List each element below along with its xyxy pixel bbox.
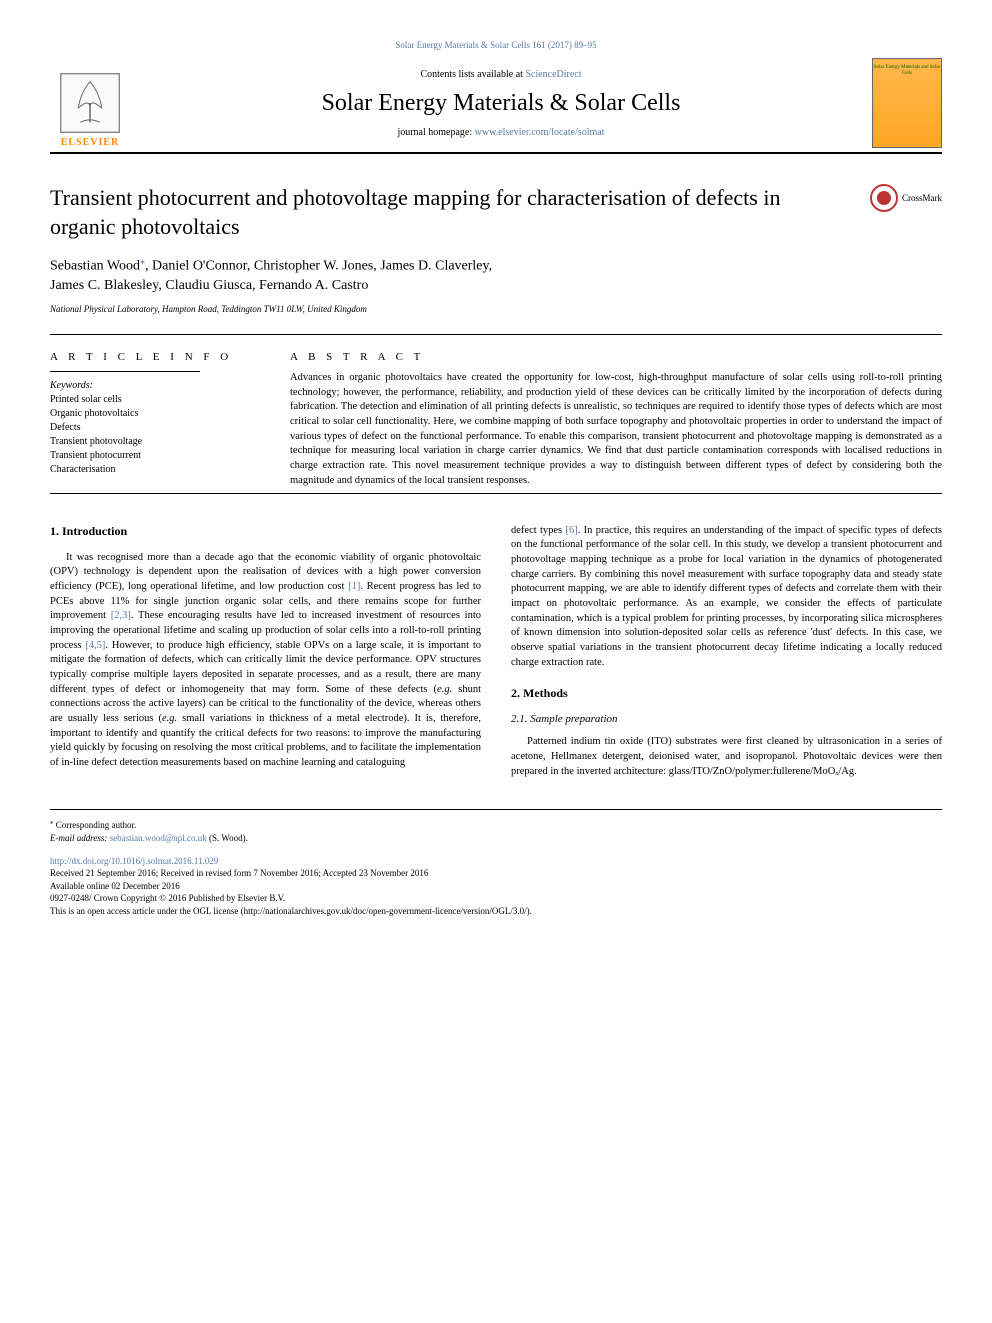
- ref-link[interactable]: [6]: [565, 525, 577, 536]
- intro-heading: 1. Introduction: [50, 524, 481, 539]
- right-column: defect types [6]. In practice, this requ…: [511, 524, 942, 780]
- ref-link[interactable]: [4,5]: [85, 640, 105, 651]
- dates-line: Received 21 September 2016; Received in …: [50, 867, 942, 880]
- homepage-label: journal homepage:: [397, 127, 474, 138]
- info-divider: [50, 371, 200, 372]
- keyword: Transient photocurrent: [50, 449, 260, 463]
- header-center: Contents lists available at ScienceDirec…: [130, 69, 872, 138]
- license-line: This is an open access article under the…: [50, 905, 942, 918]
- authors-rest-1: , Daniel O'Connor, Christopher W. Jones,…: [145, 259, 492, 274]
- intro-paragraph: It was recognised more than a decade ago…: [50, 551, 481, 771]
- methods-heading: 2. Methods: [511, 686, 942, 701]
- online-line: Available online 02 December 2016: [50, 880, 942, 893]
- abstract-text: Advances in organic photovoltaics have c…: [290, 371, 942, 489]
- title-row: Transient photocurrent and photovoltage …: [50, 184, 942, 241]
- homepage-link[interactable]: www.elsevier.com/locate/solmat: [475, 127, 605, 138]
- keyword: Printed solar cells: [50, 393, 260, 407]
- ref-link[interactable]: [1]: [348, 581, 360, 592]
- keyword: Characterisation: [50, 463, 260, 477]
- doi-link[interactable]: http://dx.doi.org/10.1016/j.solmat.2016.…: [50, 856, 218, 866]
- divider: [50, 334, 942, 335]
- crossmark-label: CrossMark: [902, 193, 942, 203]
- keywords-list: Printed solar cells Organic photovoltaic…: [50, 393, 260, 477]
- crossmark-badge[interactable]: CrossMark: [870, 184, 942, 212]
- sample-prep-paragraph: Patterned indium tin oxide (ITO) substra…: [511, 735, 942, 779]
- keywords-label: Keywords:: [50, 380, 260, 391]
- page-header-link: Solar Energy Materials & Solar Cells 161…: [50, 40, 942, 50]
- journal-cover: Solar Energy Materials and Solar Cells: [872, 58, 942, 148]
- corresponding-author: ⁎ Corresponding author.: [50, 818, 942, 832]
- cover-title: Solar Energy Materials and Solar Cells: [873, 65, 941, 77]
- email-link[interactable]: sebastian.wood@npl.co.uk: [110, 833, 207, 843]
- email-line: E-mail address: sebastian.wood@npl.co.uk…: [50, 832, 942, 845]
- divider: [50, 493, 942, 494]
- intro-continuation: defect types [6]. In practice, this requ…: [511, 524, 942, 671]
- authors-line-2: James C. Blakesley, Claudiu Giusca, Fern…: [50, 278, 368, 293]
- article-info-header: A R T I C L E I N F O: [50, 351, 260, 363]
- contents-text: Contents lists available at: [420, 69, 525, 80]
- abstract-header: A B S T R A C T: [290, 351, 942, 363]
- info-abstract-row: A R T I C L E I N F O Keywords: Printed …: [50, 351, 942, 489]
- left-column: 1. Introduction It was recognised more t…: [50, 524, 481, 780]
- authors: Sebastian Wood⁎, Daniel O'Connor, Christ…: [50, 255, 942, 296]
- ref-link[interactable]: [2,3]: [111, 610, 131, 621]
- article-title: Transient photocurrent and photovoltage …: [50, 184, 850, 241]
- elsevier-label: ELSEVIER: [61, 137, 120, 148]
- copyright-line: 0927-0248/ Crown Copyright © 2016 Publis…: [50, 892, 942, 905]
- body-columns: 1. Introduction It was recognised more t…: [50, 524, 942, 780]
- author-1: Sebastian Wood: [50, 259, 140, 274]
- keyword: Transient photovoltage: [50, 435, 260, 449]
- doi-line: http://dx.doi.org/10.1016/j.solmat.2016.…: [50, 855, 942, 868]
- elsevier-tree-icon: [60, 73, 120, 133]
- email-name: (S. Wood).: [207, 833, 248, 843]
- journal-header: ELSEVIER Contents lists available at Sci…: [50, 58, 942, 154]
- contents-line: Contents lists available at ScienceDirec…: [130, 69, 872, 80]
- keyword: Defects: [50, 421, 260, 435]
- keyword: Organic photovoltaics: [50, 407, 260, 421]
- email-label: E-mail address:: [50, 833, 107, 843]
- journal-title: Solar Energy Materials & Solar Cells: [130, 90, 872, 117]
- abstract-column: A B S T R A C T Advances in organic phot…: [290, 351, 942, 489]
- sample-prep-heading: 2.1. Sample preparation: [511, 713, 942, 725]
- affiliation: National Physical Laboratory, Hampton Ro…: [50, 304, 942, 314]
- sciencedirect-link[interactable]: ScienceDirect: [525, 69, 581, 80]
- italic: e.g.: [162, 713, 177, 724]
- text: . In practice, this requires an understa…: [511, 525, 942, 668]
- text: . However, to produce high efficiency, s…: [50, 640, 481, 695]
- corr-label: Corresponding author.: [56, 820, 137, 830]
- homepage-line: journal homepage: www.elsevier.com/locat…: [130, 127, 872, 138]
- italic: e.g.: [437, 684, 452, 695]
- elsevier-logo: ELSEVIER: [50, 58, 130, 148]
- crossmark-icon: [870, 184, 898, 212]
- text: defect types: [511, 525, 565, 536]
- footer: ⁎ Corresponding author. E-mail address: …: [50, 809, 942, 917]
- article-info: A R T I C L E I N F O Keywords: Printed …: [50, 351, 260, 489]
